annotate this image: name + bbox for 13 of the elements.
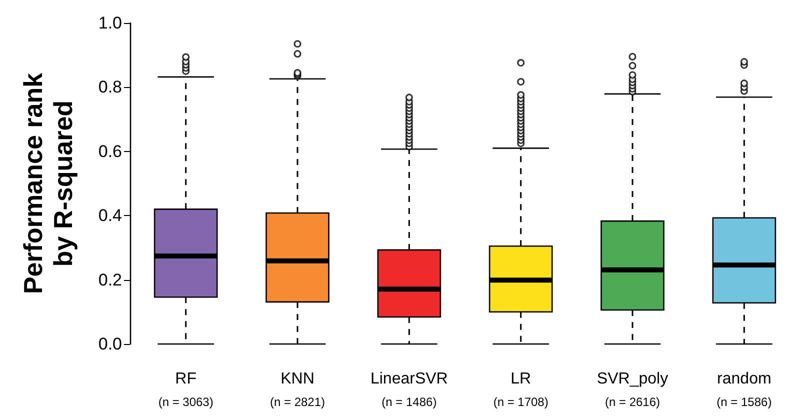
x-tick-label: KNN (n = 2821): [270, 370, 326, 409]
x-tick-label: SVR_poly (n = 2616): [596, 370, 668, 409]
y-tick-label: 0.6: [98, 142, 122, 161]
y-tick-label: 0.0: [98, 334, 122, 354]
y-tick-label: 1.0: [98, 14, 122, 32]
y-tick-label: 0.8: [98, 78, 122, 97]
y-tick-label: 0.4: [98, 206, 122, 226]
y-axis-title: Performance rank by R-squared: [18, 72, 78, 294]
y-tick-label: 0.2: [98, 270, 122, 290]
x-tick-label: RF (n = 3063): [158, 370, 214, 409]
x-tick-label: random (n = 1586): [716, 370, 772, 409]
x-tick-label: LinearSVR (n = 1486): [370, 370, 448, 409]
x-tick-label: LR (n = 1708): [493, 370, 548, 409]
